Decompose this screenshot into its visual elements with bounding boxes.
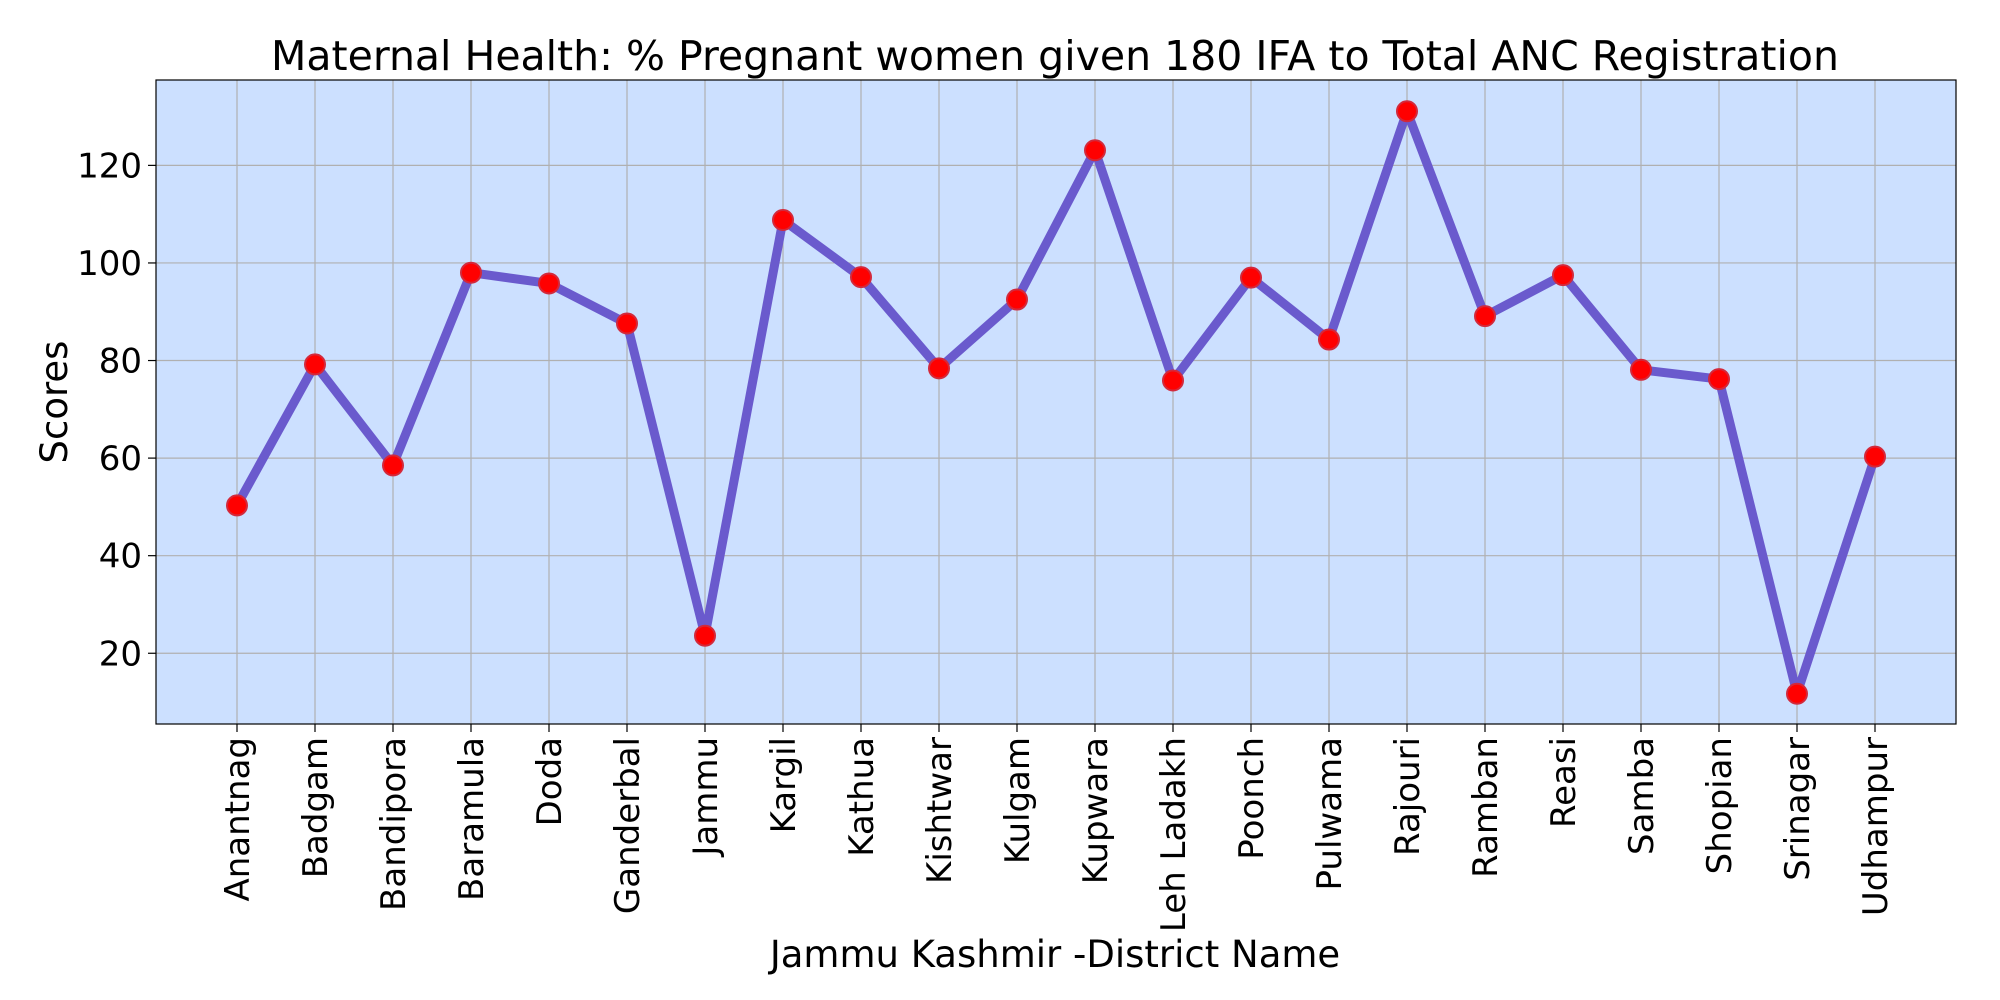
x-tick-label: Kishtwar <box>920 737 960 884</box>
y-tick-label: 80 <box>99 342 142 382</box>
data-point <box>1708 368 1730 391</box>
data-point <box>850 266 872 289</box>
data-point <box>772 209 794 232</box>
data-point <box>1006 288 1028 311</box>
x-tick-label: Samba <box>1622 737 1662 855</box>
y-tick-label: 40 <box>99 537 142 577</box>
x-tick-label: Kupwara <box>1076 737 1116 884</box>
plot-frame <box>155 79 1957 725</box>
data-point <box>1240 266 1262 289</box>
data-point <box>1474 305 1496 328</box>
data-point <box>1162 369 1184 392</box>
x-tick-label: Pulwama <box>1310 737 1350 891</box>
data-point <box>304 353 326 376</box>
x-tick-label: Reasi <box>1544 737 1584 828</box>
x-tick-label: Jammu <box>686 737 726 858</box>
x-axis-label: Jammu Kashmir -District Name <box>768 933 1340 976</box>
data-point <box>1396 100 1418 123</box>
plot-background <box>156 80 1956 724</box>
x-tick-label: Srinagar <box>1778 737 1818 881</box>
x-tick-label: Rajouri <box>1388 737 1428 856</box>
y-axis-label: Scores <box>33 341 76 464</box>
chart-title: Maternal Health: % Pregnant women given … <box>271 32 1839 80</box>
data-point <box>1630 358 1652 381</box>
data-point <box>538 272 560 295</box>
x-tick-label: Anantnag <box>218 737 258 902</box>
data-point <box>1084 139 1106 162</box>
x-tick-label: Bandipora <box>374 737 414 911</box>
data-point <box>382 454 404 477</box>
x-tick-label: Leh Ladakh <box>1154 737 1194 932</box>
data-point <box>226 494 248 517</box>
data-point <box>928 357 950 380</box>
x-tick-label: Badgam <box>296 737 336 878</box>
x-tick-label: Kulgam <box>998 737 1038 864</box>
data-point <box>460 261 482 284</box>
y-tick-label: 20 <box>99 634 142 674</box>
y-tick-label: 100 <box>77 244 142 284</box>
data-point <box>1318 328 1340 351</box>
series-line <box>232 106 1880 699</box>
data-point <box>1552 264 1574 287</box>
y-tick-label: 60 <box>99 439 142 479</box>
data-point <box>1864 445 1886 468</box>
plot-area: 20 40 60 80 100 120 Anantnag Badgam Bandipora Bar… <box>77 79 1957 932</box>
x-tick-label: Shopian <box>1700 737 1740 874</box>
x-tick-label: Doda <box>530 737 570 826</box>
data-point <box>694 624 716 647</box>
x-tick-label: Baramula <box>452 737 492 901</box>
x-tick-label: Kathua <box>842 737 882 857</box>
x-tick-label: Udhampur <box>1856 737 1896 916</box>
x-tick-label: Ramban <box>1466 737 1506 878</box>
y-tick-label: 120 <box>77 146 142 186</box>
data-point <box>1786 682 1808 705</box>
x-tick-label: Kargil <box>764 737 804 833</box>
x-tick-label: Ganderbal <box>608 737 648 914</box>
data-point <box>616 312 638 335</box>
x-tick-label: Poonch <box>1232 737 1272 860</box>
